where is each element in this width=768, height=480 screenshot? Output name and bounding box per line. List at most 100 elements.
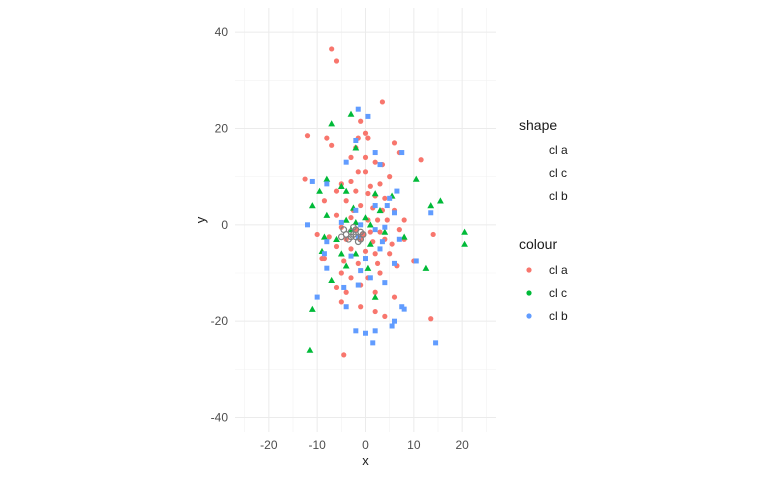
series-unlabeled xyxy=(337,223,367,246)
data-point xyxy=(364,264,372,271)
data-point xyxy=(342,262,350,269)
data-point xyxy=(343,304,349,310)
data-point xyxy=(323,175,331,182)
data-point xyxy=(333,284,340,291)
data-point xyxy=(348,275,354,281)
data-point xyxy=(418,157,424,163)
data-point xyxy=(374,260,381,266)
data-point xyxy=(372,150,378,156)
x-tick-label: 0 xyxy=(362,438,369,452)
data-point xyxy=(348,154,354,160)
data-point xyxy=(461,228,468,235)
data-point xyxy=(379,239,385,245)
data-point xyxy=(321,255,328,262)
axis-ticks: -20 -10 0 10 20 -40 -20 0 20 40 xyxy=(211,25,470,452)
data-point xyxy=(353,207,359,213)
x-axis-title: x xyxy=(362,453,369,468)
data-point xyxy=(355,282,361,288)
legend-shape-label: cl b xyxy=(549,189,568,203)
data-point xyxy=(333,58,340,64)
data-point xyxy=(329,142,335,148)
data-point xyxy=(365,190,371,197)
y-axis-title: y xyxy=(193,216,208,223)
data-point xyxy=(389,241,395,247)
x-tick-label: -10 xyxy=(308,438,326,452)
data-point xyxy=(413,258,419,264)
data-point xyxy=(304,133,311,139)
data-point xyxy=(348,214,354,221)
data-point xyxy=(377,246,383,252)
data-point xyxy=(308,202,316,209)
data-point xyxy=(422,264,430,271)
data-point xyxy=(355,260,361,266)
data-point xyxy=(394,188,400,194)
data-point xyxy=(365,113,371,119)
data-point xyxy=(401,217,407,223)
data-point xyxy=(392,260,397,266)
data-point xyxy=(362,248,369,254)
legend-colour-label: cl c xyxy=(549,286,567,300)
legend-colour-key xyxy=(526,290,532,296)
data-point xyxy=(412,175,420,182)
x-tick-label: -20 xyxy=(260,438,278,452)
data-point xyxy=(376,206,384,214)
data-point xyxy=(371,293,379,300)
data-point xyxy=(392,210,397,216)
data-point xyxy=(389,323,395,329)
data-point xyxy=(428,210,434,216)
data-point xyxy=(362,169,369,175)
legend-shape-label: cl c xyxy=(549,166,567,180)
data-point xyxy=(308,305,316,312)
data-point xyxy=(355,169,361,175)
data-point xyxy=(343,159,349,165)
data-point xyxy=(366,221,374,228)
data-point xyxy=(324,239,330,245)
data-point xyxy=(353,138,359,143)
data-point xyxy=(316,187,323,194)
data-point xyxy=(372,203,378,209)
data-point xyxy=(353,227,359,233)
data-point xyxy=(352,144,360,151)
legend-shape-title: shape xyxy=(519,117,557,133)
data-point xyxy=(341,258,347,264)
data-point xyxy=(384,203,390,209)
data-point xyxy=(355,106,361,112)
data-point xyxy=(337,233,345,241)
data-point xyxy=(340,226,348,234)
data-point xyxy=(358,304,364,310)
y-tick-label: 20 xyxy=(215,121,229,135)
data-point xyxy=(352,219,360,226)
data-point xyxy=(324,135,330,141)
data-point xyxy=(396,227,402,233)
data-point xyxy=(377,229,383,235)
data-point xyxy=(381,228,389,235)
data-point xyxy=(379,99,386,105)
data-point xyxy=(377,270,383,276)
data-point xyxy=(372,289,378,295)
data-point xyxy=(365,135,371,141)
data-point xyxy=(382,280,388,286)
data-point xyxy=(337,182,345,189)
data-point xyxy=(399,150,405,156)
data-point xyxy=(348,246,354,252)
data-point xyxy=(367,275,373,281)
data-point xyxy=(372,159,378,165)
data-point xyxy=(342,216,350,223)
data-point xyxy=(353,188,359,194)
data-point xyxy=(428,316,434,322)
legend-colour-label: cl a xyxy=(549,263,568,277)
data-point xyxy=(370,340,376,346)
data-point xyxy=(306,346,314,353)
data-point xyxy=(321,233,328,240)
data-point xyxy=(348,253,354,259)
y-tick-label: -40 xyxy=(211,411,229,425)
data-point xyxy=(333,243,340,250)
data-point xyxy=(314,231,320,238)
data-point xyxy=(357,235,365,243)
data-point xyxy=(433,340,439,346)
data-point xyxy=(387,195,393,201)
legend-shape-key xyxy=(526,146,533,153)
data-point xyxy=(323,211,331,218)
legend: shape colour cl a cl c cl b cl a cl c cl b xyxy=(519,117,568,323)
